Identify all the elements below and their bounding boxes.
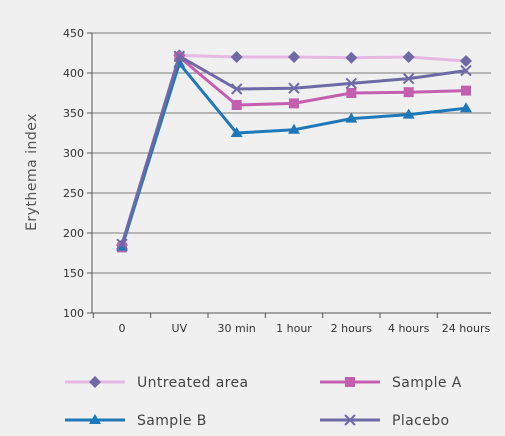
data-point (288, 82, 300, 94)
data-point (345, 51, 358, 64)
data-point (173, 50, 186, 62)
x-tick-label: 1 hour (276, 322, 312, 335)
y-tick-label: 350 (63, 107, 84, 120)
data-point (460, 55, 472, 67)
legend-item-untreated-area: Untreated area (65, 375, 249, 391)
legend-marker (89, 414, 101, 424)
data-point (461, 85, 471, 96)
y-tick-label: 150 (63, 267, 84, 280)
legend-marker (345, 377, 355, 387)
y-tick-label: 300 (63, 147, 84, 160)
x-tick-label: 4 hours (388, 322, 430, 335)
marker-stroke (345, 77, 358, 90)
legend: Untreated area Sample A Sample B Placebo (65, 375, 462, 429)
data-point (346, 88, 357, 98)
x-tick-label: 24 hours (442, 322, 491, 335)
data-point (230, 83, 243, 95)
series-untreated-area (116, 49, 472, 251)
series-group (116, 49, 472, 253)
y-axis-label: Erythema index (24, 113, 40, 231)
axes (87, 32, 491, 318)
data-point (230, 51, 243, 63)
series-placebo (116, 50, 472, 250)
legend-label: Untreated area (137, 375, 249, 391)
data-point (403, 87, 414, 98)
marker-stroke (460, 64, 472, 77)
y-tick-label: 400 (63, 67, 84, 80)
marker-stroke (344, 414, 356, 426)
data-point (402, 72, 415, 85)
x-tick-label: 2 hours (331, 322, 373, 335)
data-point (288, 51, 300, 63)
legend-label: Placebo (392, 413, 449, 429)
data-point (402, 51, 415, 63)
legend-label: Sample B (137, 413, 207, 429)
data-point (402, 108, 415, 119)
y-tick-label: 100 (63, 307, 84, 320)
marker-stroke (116, 238, 128, 250)
data-point (289, 98, 299, 109)
series-sample-b (116, 57, 472, 251)
data-point (230, 127, 243, 137)
marker-stroke (230, 83, 243, 95)
data-point (288, 123, 300, 134)
data-point (345, 77, 358, 90)
y-tick-label: 250 (63, 187, 84, 200)
y-tick-label: 450 (63, 27, 84, 40)
marker-stroke (288, 82, 300, 94)
x-tick-label: UV (172, 322, 188, 335)
data-point (231, 100, 242, 110)
legend-marker (344, 414, 356, 426)
grid (92, 32, 491, 274)
y-tick-labels: 100 150 200 250 300 350 400 450 (63, 27, 84, 320)
legend-label: Sample A (392, 375, 462, 391)
data-point (460, 102, 472, 113)
x-tick-labels: 0 UV 30 min 1 hour 2 hours 4 hours 24 hours (119, 322, 491, 335)
legend-marker (89, 376, 101, 388)
data-point (460, 64, 472, 77)
x-tick-label: 0 (119, 322, 126, 335)
legend-item-placebo: Placebo (320, 413, 449, 429)
x-tick-label: 30 min (218, 322, 256, 335)
y-tick-label: 200 (63, 227, 84, 240)
marker-stroke (402, 72, 415, 85)
data-point (116, 238, 128, 250)
marker-stroke (173, 50, 186, 62)
legend-item-sample-b: Sample B (65, 413, 207, 429)
legend-item-sample-a: Sample A (320, 375, 462, 391)
data-point (345, 112, 358, 123)
